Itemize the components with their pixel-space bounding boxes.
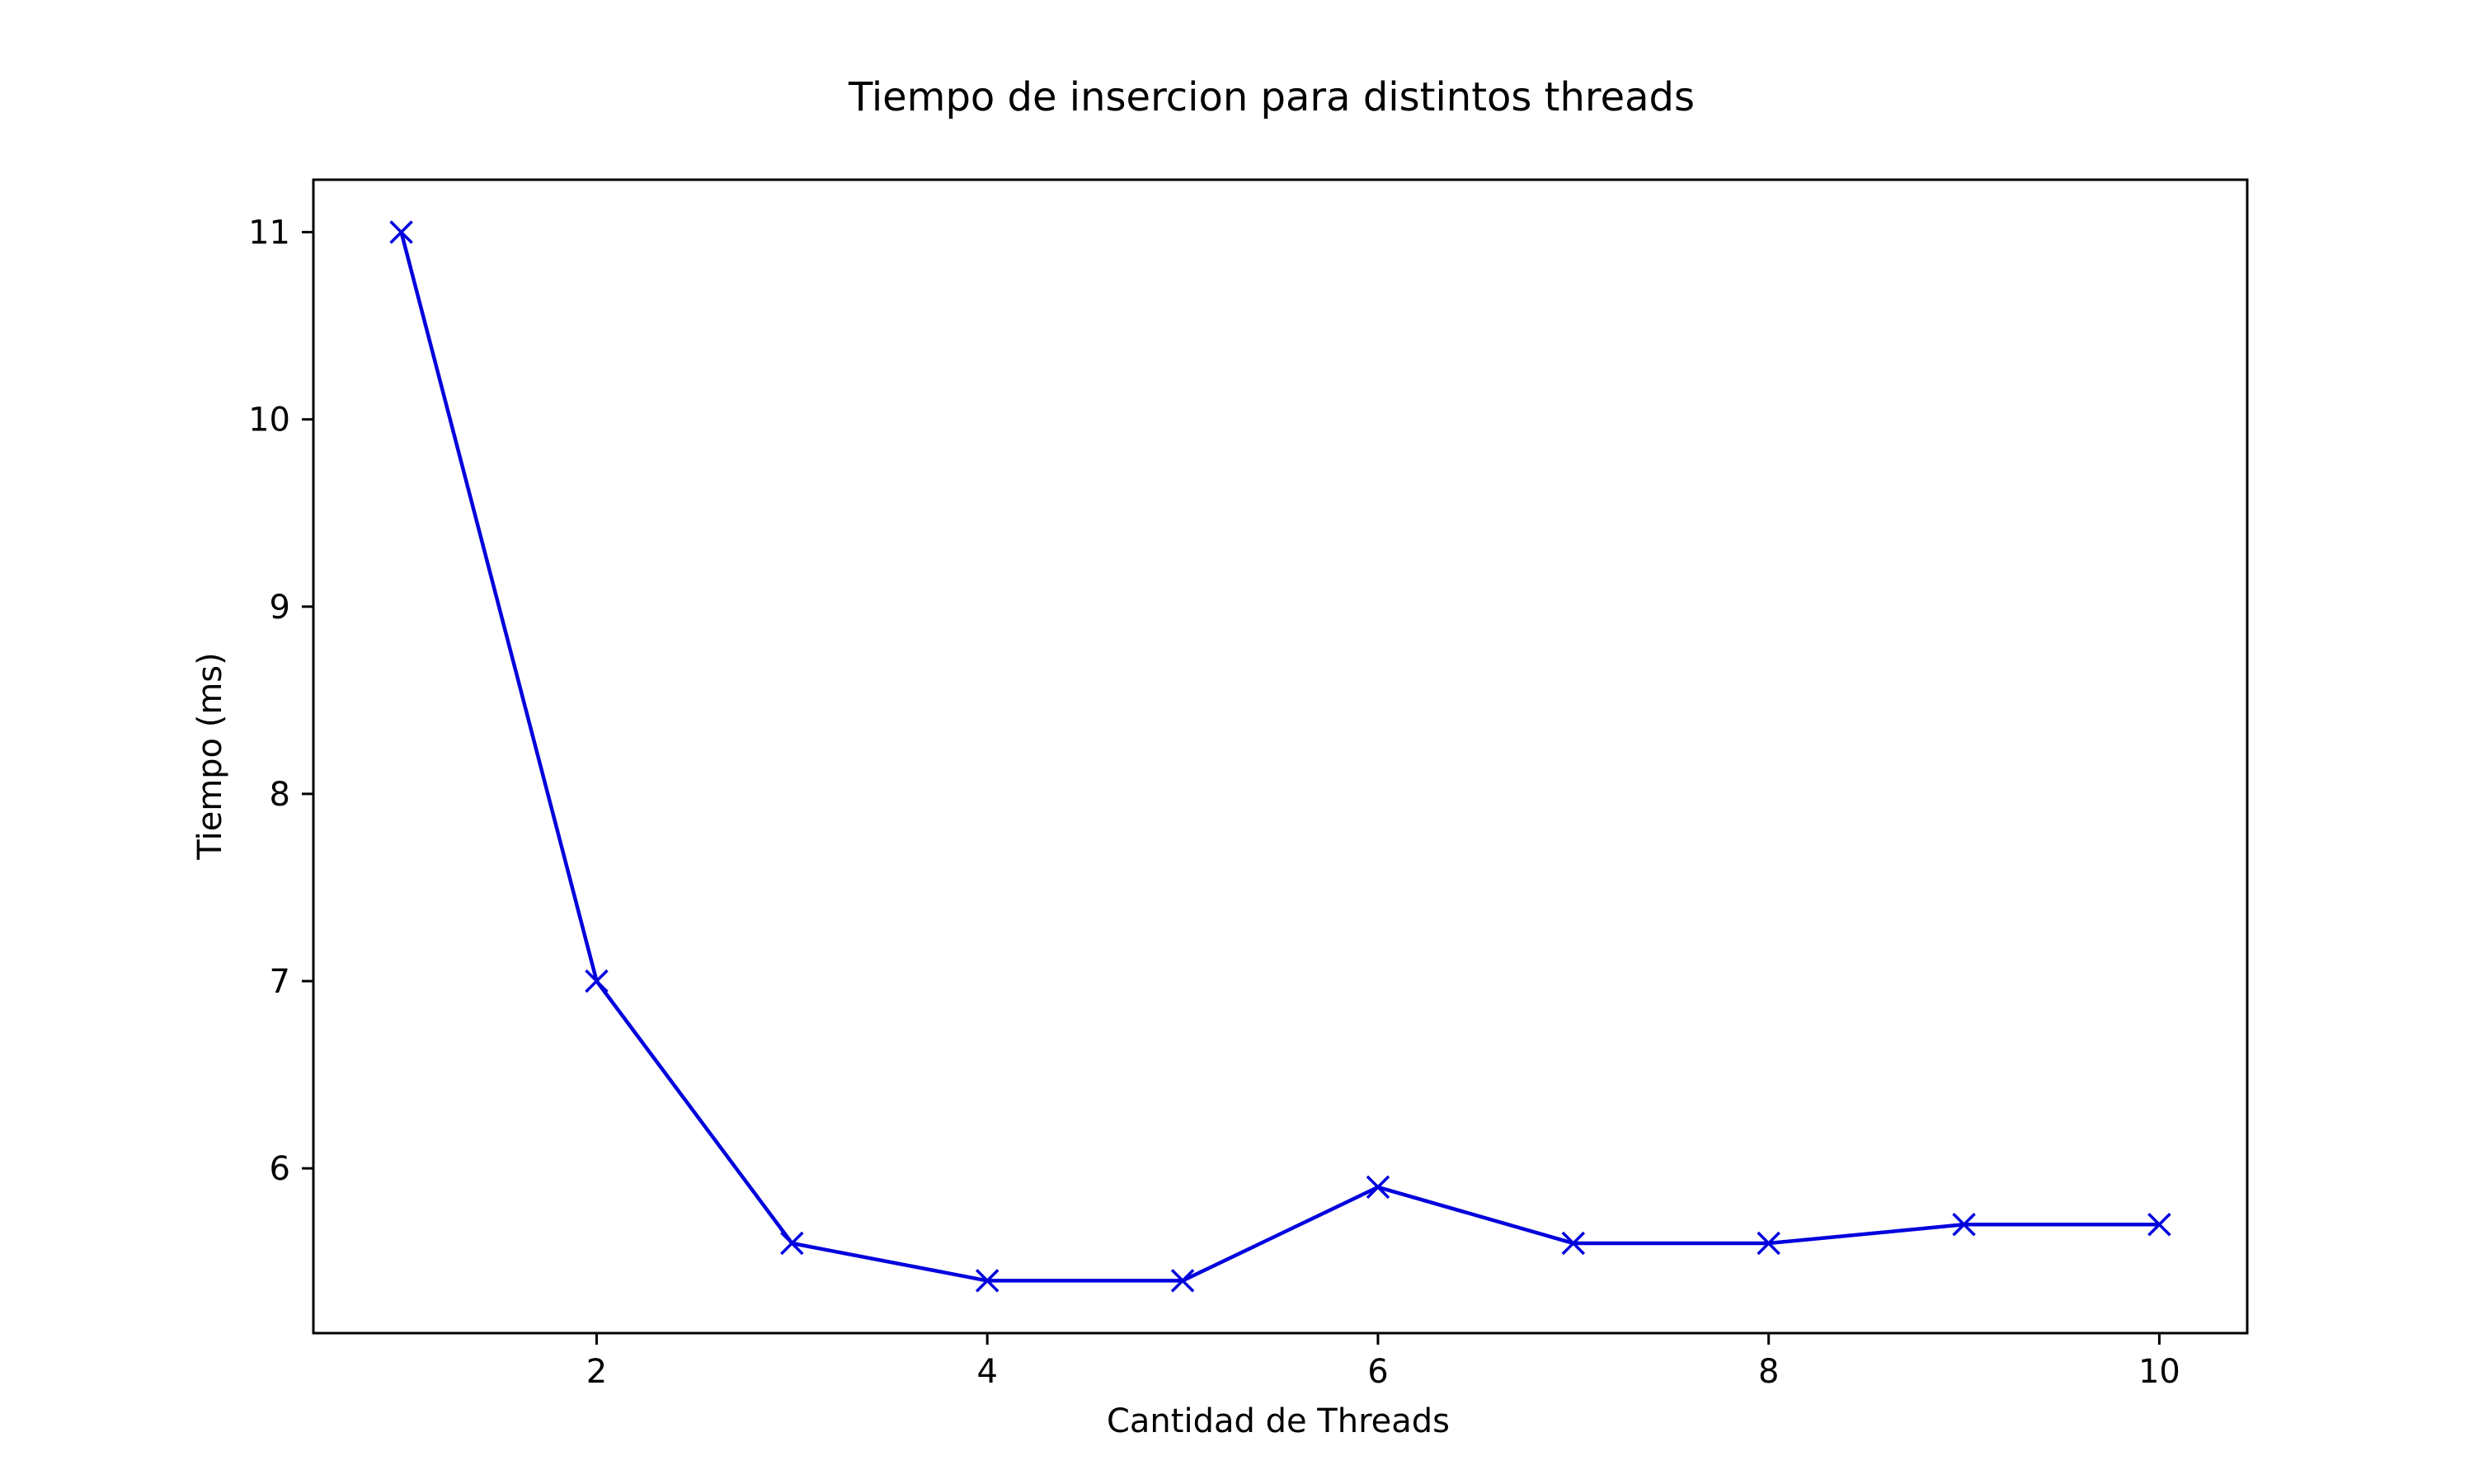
marker-stroke <box>1170 1269 1195 1293</box>
y-tick-label: 6 <box>270 1150 290 1188</box>
y-tick-label: 7 <box>270 963 290 1001</box>
data-point-x-marker <box>1561 1231 1586 1256</box>
x-axis-label: Cantidad de Threads <box>1107 1402 1450 1440</box>
marker-stroke <box>1757 1231 1780 1256</box>
marker-stroke <box>389 220 413 244</box>
marker-stroke <box>1952 1213 1976 1237</box>
data-point-x-marker <box>1952 1213 1976 1237</box>
y-tick-label: 11 <box>248 214 290 252</box>
marker-stroke <box>1561 1231 1586 1256</box>
data-point-x-marker <box>780 1231 804 1256</box>
marker-stroke <box>1366 1175 1390 1200</box>
data-point-x-marker <box>975 1269 999 1293</box>
x-tick-label: 8 <box>1758 1353 1779 1391</box>
y-tick-label: 9 <box>270 589 290 627</box>
data-point-x-marker <box>1757 1231 1780 1256</box>
marker-stroke <box>2147 1213 2171 1237</box>
chart-title: Tiempo de insercion para distintos threa… <box>848 74 1695 120</box>
y-axis-label: Tiempo (ms) <box>191 652 229 860</box>
x-tick-label: 6 <box>1367 1353 1388 1391</box>
x-tick-label: 10 <box>2138 1353 2180 1391</box>
data-point-x-marker <box>585 969 609 993</box>
data-point-x-marker <box>389 220 413 244</box>
series-line <box>399 230 2161 1283</box>
data-point-x-marker <box>2147 1213 2171 1237</box>
plot-area-frame <box>312 178 2249 1335</box>
marker-stroke <box>975 1269 999 1293</box>
x-tick-label: 4 <box>976 1353 997 1391</box>
y-tick-label: 10 <box>248 402 290 439</box>
y-axis-ticks: 6 7 8 9 10 11 <box>248 214 313 1188</box>
y-tick-label: 8 <box>270 776 290 814</box>
x-tick-label: 2 <box>586 1353 607 1391</box>
marker-stroke <box>585 969 609 993</box>
data-point-x-marker <box>1170 1269 1195 1293</box>
marker-stroke <box>780 1231 804 1256</box>
data-point-x-marker <box>1366 1175 1390 1200</box>
series-layer <box>389 220 2171 1293</box>
x-axis-ticks: 2 4 6 8 10 <box>586 1333 2180 1391</box>
